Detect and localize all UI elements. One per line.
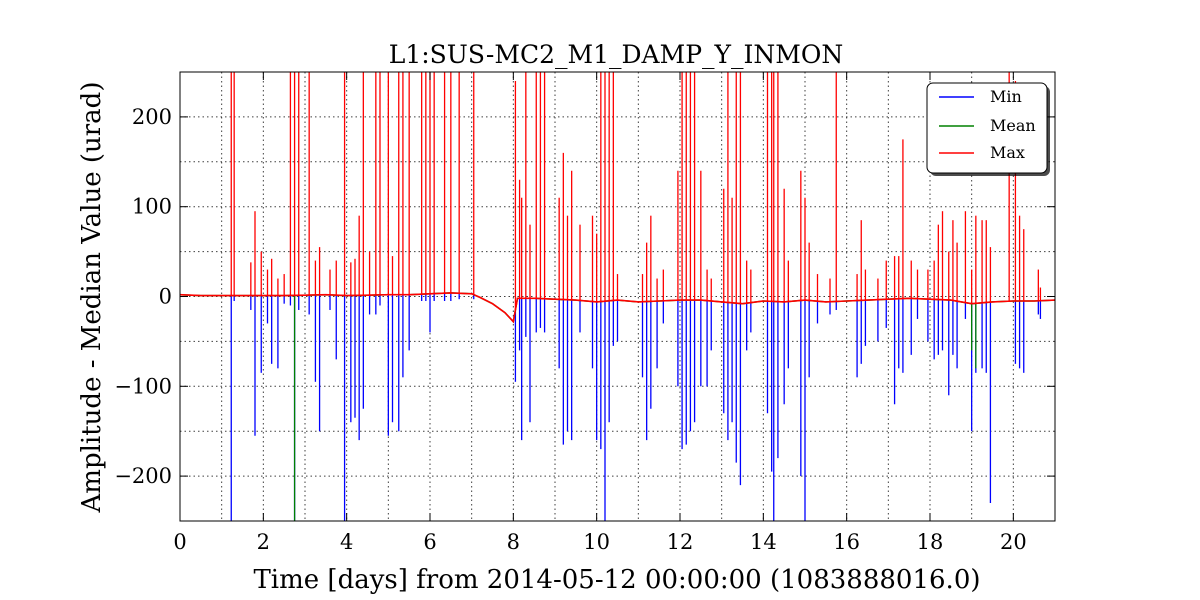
x-tick-label: 10	[583, 530, 610, 554]
max-line	[179, 292, 1056, 324]
y-tick-label: 0	[159, 285, 172, 309]
x-tick-label: 20	[1000, 530, 1027, 554]
y-tick-label: 100	[132, 195, 172, 219]
legend-max-label: Max	[990, 143, 1025, 162]
x-tick-label: 18	[917, 530, 944, 554]
y-tick-label: −100	[114, 374, 172, 398]
x-tick-label: 14	[750, 530, 777, 554]
ticks: 0 2 4 6 8 10 12 14 16 18 20 −200 −100 0 100 200	[114, 72, 1055, 554]
grid	[180, 72, 1055, 521]
x-tick-label: 0	[173, 530, 186, 554]
x-tick-label: 4	[340, 530, 353, 554]
y-tick-label: −200	[114, 464, 172, 488]
y-axis-label: Amplitude - Median Value (urad)	[77, 82, 107, 514]
x-tick-label: 8	[507, 530, 520, 554]
legend: Min Mean Max	[926, 82, 1050, 176]
x-tick-label: 12	[667, 530, 694, 554]
x-axis-label: Time [days] from 2014-05-12 00:00:00 (10…	[253, 565, 980, 595]
legend-mean-label: Mean	[990, 116, 1036, 135]
legend-box	[926, 82, 1048, 174]
legend-min-label: Min	[990, 87, 1022, 106]
plot-data	[179, 72, 1056, 521]
chart-title: L1:SUS-MC2_M1_DAMP_Y_INMON	[389, 40, 844, 69]
y-tick-label: 200	[132, 105, 172, 129]
x-tick-label: 6	[423, 530, 436, 554]
x-tick-label: 16	[833, 530, 860, 554]
x-tick-label: 2	[257, 530, 270, 554]
